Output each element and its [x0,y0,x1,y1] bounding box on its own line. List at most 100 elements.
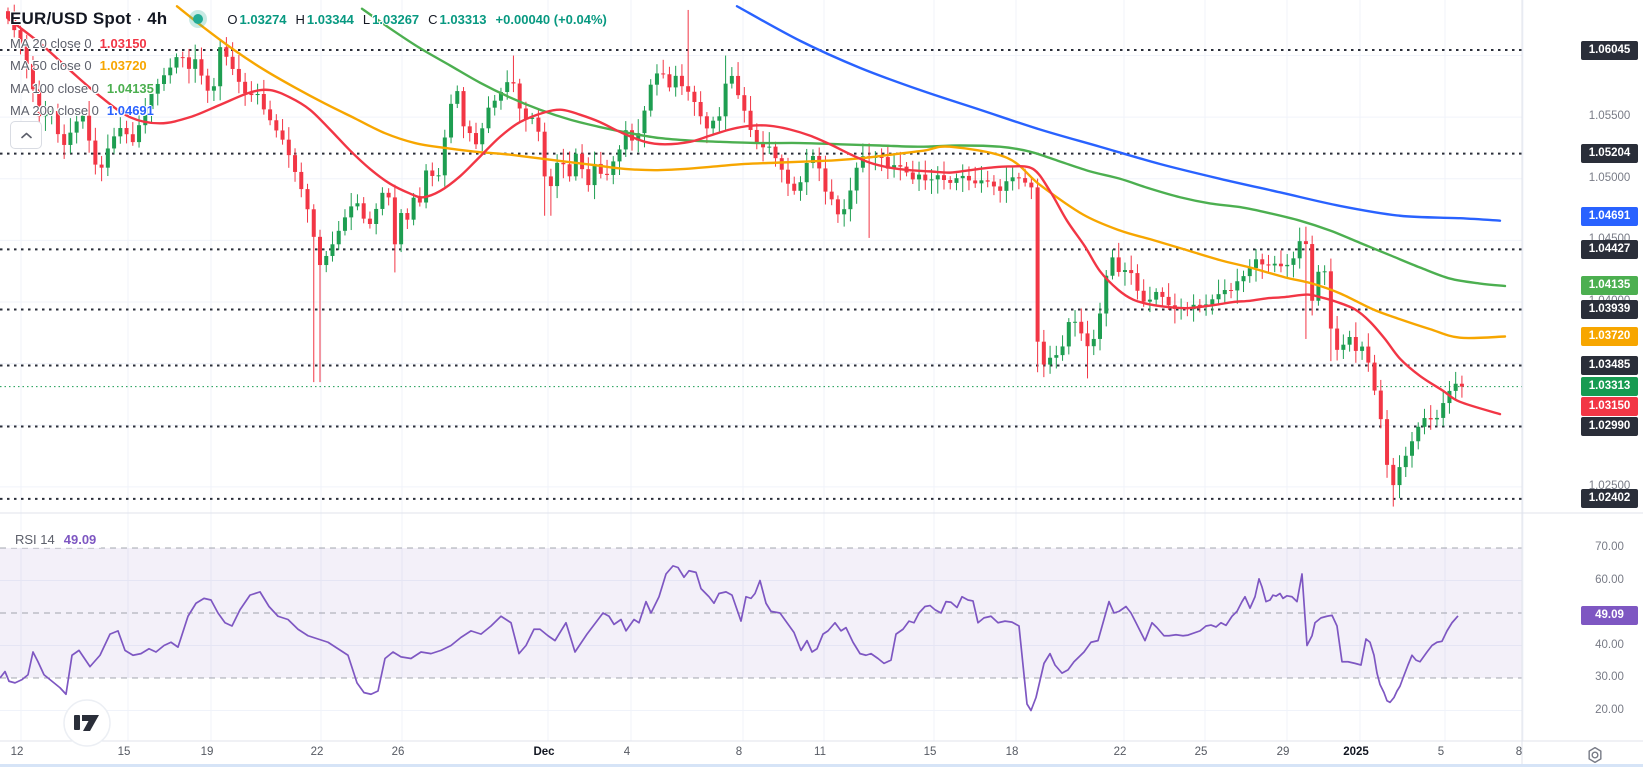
candlestick [854,167,859,191]
candlestick [1266,264,1271,266]
candlestick [698,102,703,117]
candlestick [37,89,42,117]
time-axis-label: Dec [533,746,555,758]
candlestick [318,236,322,266]
close-letter: C [428,11,438,27]
candlestick [330,244,335,256]
ma20-value-label: 1.03150 [1581,397,1638,417]
key-level-label: 1.03485 [1581,355,1638,375]
time-axis-label: 29 [1276,746,1290,758]
candlestick [486,107,491,129]
time-axis-label: 22 [310,746,324,758]
candlestick [1422,418,1427,427]
candlestick [1023,178,1028,183]
ma100-value: 1.04135 [106,80,154,96]
rsi-tick-label: 70.00 [1595,541,1624,553]
candlestick [686,86,691,92]
title-separator: · [136,9,143,28]
candlestick [30,63,35,90]
candlestick [424,170,429,203]
candlestick [224,47,229,57]
time-axis-label: 26 [391,746,405,758]
chevron-up-icon [20,132,32,138]
tradingview-logo[interactable] [62,698,112,753]
candlestick [985,180,990,182]
time-axis-label: 5 [1437,746,1445,758]
candlestick [1135,273,1140,291]
candlestick [1385,419,1390,465]
ma20-label: MA 20 close 0 [10,35,92,51]
ma50-legend-row[interactable]: MA 50 close 0 1.03720 [10,55,607,78]
candlestick [630,130,634,141]
time-axis-label: 25 [1194,746,1208,758]
candlestick [149,93,154,110]
candlestick [361,203,366,219]
candlestick [311,209,316,237]
candlestick [761,143,766,148]
candlestick [1216,294,1221,300]
candlestick [729,75,734,84]
interval-label[interactable]: 4h [147,9,168,28]
ma50-value-label: 1.03720 [1581,327,1638,346]
key-level-label: 1.03939 [1581,300,1638,320]
candlestick [580,153,585,170]
candlestick [1260,259,1265,265]
candlestick [523,108,528,119]
ma200-legend-row[interactable]: MA 200 close 0 1.04691 [10,100,607,123]
open-letter: O [227,11,238,27]
high-value: 1.03344 [306,11,354,27]
low-value: 1.03267 [372,11,420,27]
candlestick [1141,290,1146,302]
low-letter: L [362,11,371,27]
collapse-indicators-button[interactable] [10,121,42,149]
symbol-title-row[interactable]: EUR/USD Spot · 4h O 1.03274 H 1.03344 L 1.0… [10,6,607,32]
time-axis-label: 19 [200,746,214,758]
candlestick [1353,337,1358,351]
symbol-name[interactable]: EUR/USD Spot · 4h [10,9,167,29]
symbol-label[interactable]: EUR/USD Spot [10,9,132,28]
candlestick [848,190,853,210]
candlestick [704,116,709,129]
candlestick [1428,418,1433,420]
ma20-line [6,17,1502,416]
candlestick [1391,464,1396,486]
candlestick [817,156,822,169]
market-status-dot [193,14,204,24]
candlestick [6,11,10,19]
candlestick [642,110,647,134]
candlestick [143,109,148,126]
candlestick [392,197,397,245]
candlestick [960,175,965,179]
timezone-settings-button[interactable] [1583,744,1607,766]
candlestick [885,157,890,169]
candlestick [592,163,597,186]
candlestick [293,155,298,172]
rsi-legend-row[interactable]: RSI 14 49.09 [10,531,102,548]
candlestick [280,130,285,140]
candlestick [1222,290,1227,295]
candlestick [162,75,166,84]
candlestick [1278,263,1283,267]
candlestick [536,117,541,132]
candlestick [1241,276,1246,282]
candlestick [1016,177,1021,179]
candlestick [112,136,117,149]
candlestick [1416,426,1421,442]
candlestick [236,68,241,82]
candlestick [711,120,716,129]
bottom-accent-strip [0,764,1643,767]
ma100-legend-row[interactable]: MA 100 close 0 1.04135 [10,77,607,100]
candlestick [748,110,753,130]
candlestick [1291,258,1296,265]
candlestick [860,156,865,168]
rsi-value: 49.09 [63,532,97,547]
candlestick [305,189,310,210]
candlestick [910,172,915,180]
ma20-legend-row[interactable]: MA 20 close 0 1.03150 [10,32,607,55]
candlestick [1229,290,1234,292]
candlestick [118,128,123,137]
candlestick [798,182,803,191]
candlestick [1285,264,1290,267]
rsi-label: RSI 14 [15,532,55,547]
